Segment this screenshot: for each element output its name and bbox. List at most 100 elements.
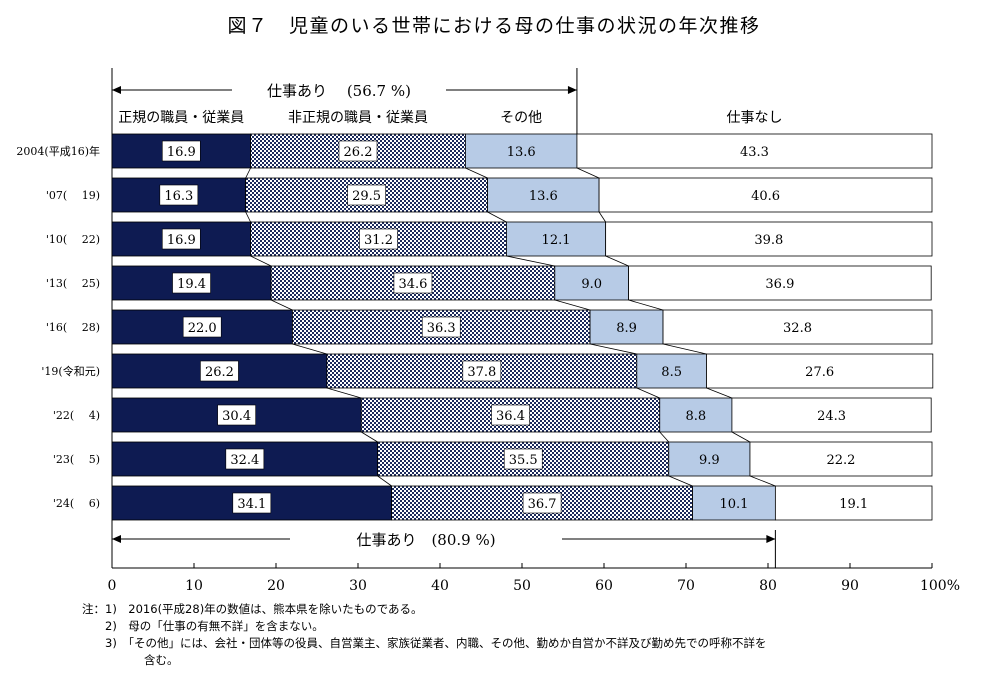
value-label-box-2-row-7 (491, 404, 530, 426)
value-label-2-row-5: 36.3 (427, 321, 456, 336)
value-label-4-row-9: 19.1 (839, 497, 868, 512)
value-label-3-row-1: 13.6 (507, 145, 536, 160)
bottom-range-arrowhead-left (112, 535, 121, 543)
bar-seg-3-row-2 (487, 177, 600, 213)
connector-1-row-1 (245, 167, 251, 179)
note-1: 注：1) 2016(平成28)年の数値は、熊本県を除いたものである。 (82, 602, 423, 616)
value-label-3-row-7: 8.8 (685, 409, 706, 424)
value-label-3-row-9: 10.1 (719, 497, 748, 512)
value-label-3-row-6: 8.5 (661, 365, 682, 380)
connector-1-row-8 (377, 475, 392, 487)
value-label-2-row-3: 31.2 (364, 233, 393, 248)
connector-3-row-6 (706, 387, 733, 399)
connector-1-row-2 (245, 211, 251, 223)
x-tick-label-7: 70 (677, 578, 695, 594)
category-label-row-6: '19(令和元) (41, 364, 100, 378)
value-label-4-row-1: 43.3 (740, 145, 769, 160)
value-label-1-row-9: 34.1 (237, 497, 266, 512)
category-label-row-3: '10( 22) (46, 233, 100, 246)
x-tick-label-8: 80 (759, 578, 777, 594)
value-label-4-row-8: 22.2 (827, 453, 856, 468)
bar-seg-4-row-8 (749, 441, 933, 477)
x-tick-label-1: 10 (185, 578, 203, 594)
value-label-1-row-3: 16.9 (167, 233, 196, 248)
bar-seg-3-row-7 (659, 397, 733, 433)
bar-seg-3-row-1 (465, 133, 578, 169)
legend-label-2: 非正規の職員・従業員 (288, 110, 428, 126)
x-tick-label-4: 40 (431, 578, 449, 594)
connector-3-row-7 (731, 431, 751, 443)
connector-1-row-3 (250, 255, 272, 267)
connector-3-row-2 (598, 211, 606, 223)
connector-2-row-6 (636, 387, 660, 399)
value-label-box-1-row-3 (161, 228, 201, 250)
x-tick-label-5: 50 (513, 578, 531, 594)
category-label-row-8: '23( 5) (53, 453, 100, 466)
value-label-4-row-4: 36.9 (765, 277, 794, 292)
notes: 注：1) 2016(平成28)年の数値は、熊本県を除いたものである。 2) 母の… (82, 601, 767, 669)
connector-3-row-3 (605, 255, 629, 267)
value-label-box-2-row-8 (503, 448, 543, 470)
value-label-4-row-5: 32.8 (783, 321, 812, 336)
category-label-row-4: '13( 25) (46, 277, 100, 290)
connector-3-row-8 (749, 475, 776, 487)
connector-2-row-8 (668, 475, 693, 487)
bar-seg-4-row-5 (662, 309, 933, 345)
bar-seg-4-row-1 (576, 133, 933, 169)
value-label-box-1-row-9 (232, 492, 272, 514)
category-label-row-7: '22( 4) (53, 409, 100, 422)
value-label-2-row-7: 36.4 (496, 409, 525, 424)
note-2: 2) 母の「仕事の有無不詳」を含まない。 (82, 619, 324, 633)
x-tick-label-3: 30 (349, 578, 367, 594)
connector-2-row-4 (554, 299, 591, 311)
bar-seg-4-row-2 (598, 177, 933, 213)
bar-seg-4-row-7 (731, 397, 932, 433)
x-tick-label-0: 0 (108, 578, 117, 594)
value-label-2-row-1: 26.2 (344, 145, 373, 160)
legend-label-3: その他 (500, 110, 542, 126)
value-label-box-1-row-7 (217, 404, 256, 426)
bar-seg-3-row-4 (554, 265, 629, 301)
bottom-range-label: 仕事あり (80.9 %) (356, 531, 495, 549)
connector-2-row-2 (487, 211, 507, 223)
value-label-box-1-row-4 (172, 272, 211, 294)
value-label-box-2-row-3 (359, 228, 398, 250)
value-label-2-row-9: 36.7 (528, 497, 557, 512)
connector-1-row-4 (270, 299, 293, 311)
value-label-3-row-5: 8.9 (616, 321, 637, 336)
x-tick-label-6: 60 (595, 578, 613, 594)
value-label-2-row-6: 37.8 (467, 365, 496, 380)
connector-2-row-5 (589, 343, 637, 355)
bar-seg-3-row-3 (506, 221, 607, 257)
chart-title: 図７ 児童のいる世帯における母の仕事の状況の年次推移 (227, 15, 760, 37)
value-label-3-row-4: 9.0 (581, 277, 602, 292)
note-3: 3) 「その他」には、会社・団体等の役員、自営業主、家族従業者、内職、その他、勤… (82, 636, 767, 650)
value-label-1-row-4: 19.4 (177, 277, 206, 292)
bar-seg-4-row-3 (605, 221, 933, 257)
x-tick-label-9: 90 (841, 578, 859, 594)
chart: 図７ 児童のいる世帯における母の仕事の状況の年次推移 16.9 26.2 13.6 4… (16, 15, 960, 594)
bar-seg-4-row-6 (706, 353, 934, 389)
top-range-label: 仕事あり (56.7 %) (267, 82, 411, 100)
connector-1-row-6 (326, 387, 362, 399)
x-tick-label-10: 100% (920, 578, 960, 594)
legend-label-1: 正規の職員・従業員 (118, 110, 244, 126)
top-range-arrowhead-right (567, 86, 577, 94)
value-label-4-row-3: 39.8 (754, 233, 783, 248)
value-label-box-2-row-9 (522, 492, 562, 514)
connector-3-row-4 (628, 299, 664, 311)
value-label-2-row-2: 29.5 (352, 189, 381, 204)
value-label-box-2-row-6 (462, 360, 502, 382)
value-label-1-row-1: 16.9 (167, 145, 196, 160)
value-label-4-row-6: 27.6 (805, 365, 834, 380)
connector-2-row-1 (465, 167, 488, 179)
legend-label-4: 仕事なし (726, 110, 782, 126)
connector-2-row-7 (659, 431, 670, 443)
value-label-4-row-2: 40.6 (751, 189, 780, 204)
bottom-range-arrowhead-right (766, 535, 776, 543)
value-label-3-row-2: 13.6 (529, 189, 558, 204)
bar-seg-3-row-6 (636, 353, 707, 389)
value-label-box-1-row-5 (182, 316, 222, 338)
connector-1-row-5 (292, 343, 327, 355)
value-label-1-row-5: 22.0 (188, 321, 217, 336)
